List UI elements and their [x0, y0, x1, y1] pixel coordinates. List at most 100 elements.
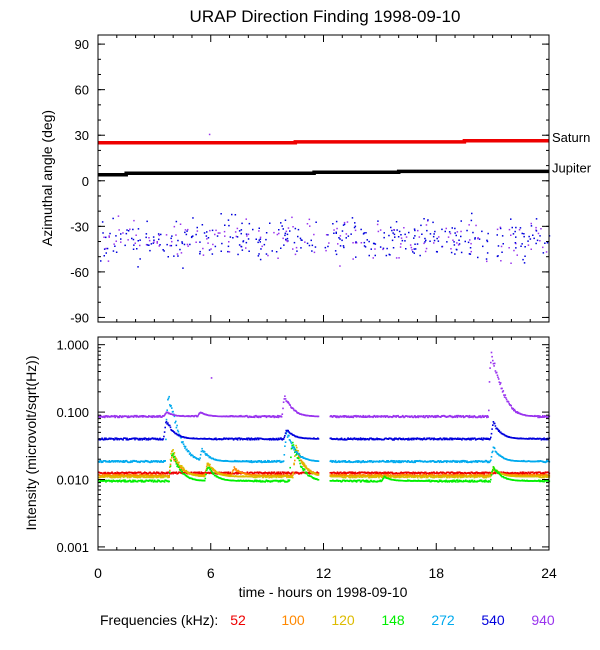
- intensity-point: [180, 466, 182, 469]
- intensity-point: [163, 481, 166, 483]
- intensity-point: [457, 472, 459, 475]
- intensity-point: [181, 470, 184, 473]
- azimuth-point: [522, 258, 524, 261]
- azimuth-point: [241, 222, 243, 225]
- intensity-point: [150, 472, 152, 474]
- intensity-point: [448, 481, 451, 483]
- chart-title: URAP Direction Finding 1998-09-10: [190, 7, 461, 26]
- intensity-point: [370, 473, 372, 475]
- azimuth-point: [112, 217, 114, 220]
- intensity-point: [229, 471, 232, 474]
- intensity-point: [103, 437, 106, 440]
- azimuth-point: [400, 234, 402, 236]
- intensity-point: [409, 474, 412, 476]
- intensity-point: [396, 474, 399, 476]
- intensity-point: [539, 471, 541, 474]
- intensity-point: [142, 416, 144, 418]
- azimuth-point: [469, 253, 472, 255]
- azimuth-point: [396, 229, 398, 231]
- intensity-point: [419, 475, 421, 478]
- intensity-point: [151, 416, 154, 419]
- intensity-point: [433, 471, 435, 474]
- intensity-point: [153, 480, 155, 483]
- intensity-point: [277, 471, 280, 473]
- azimuth-point: [284, 234, 286, 237]
- intensity-point: [491, 428, 493, 430]
- azimuth-point: [158, 238, 160, 241]
- intensity-point: [472, 475, 475, 478]
- intensity-point: [123, 479, 125, 481]
- intensity-point: [136, 480, 139, 483]
- intensity-point: [457, 476, 459, 479]
- intensity-point: [415, 438, 418, 441]
- intensity-point: [375, 471, 378, 473]
- azimuth-point: [508, 228, 511, 231]
- intensity-point: [301, 466, 303, 468]
- intensity-point: [426, 476, 429, 479]
- azimuth-point: [292, 226, 294, 228]
- intensity-point: [156, 437, 159, 440]
- intensity-point: [183, 468, 186, 471]
- azimuth-point: [544, 242, 546, 244]
- intensity-point: [151, 474, 153, 476]
- intensity-point: [163, 414, 166, 416]
- intensity-point: [465, 474, 468, 476]
- intensity-point: [287, 401, 289, 403]
- intensity-point: [286, 473, 289, 476]
- intensity-point: [413, 473, 416, 475]
- intensity-point: [107, 471, 109, 474]
- intensity-point: [351, 474, 353, 476]
- intensity-point: [183, 445, 186, 447]
- intensity-point: [144, 437, 147, 440]
- intensity-point: [286, 481, 289, 483]
- intensity-point: [401, 460, 404, 462]
- intensity-point: [105, 481, 107, 483]
- intensity-point: [190, 454, 192, 457]
- intensity-point: [297, 450, 299, 452]
- azimuth-point: [335, 220, 338, 223]
- azimuth-point: [438, 236, 440, 238]
- intensity-point: [542, 471, 545, 474]
- intensity-point: [196, 415, 199, 418]
- azimuth-point: [456, 231, 459, 233]
- intensity-point: [101, 461, 104, 463]
- intensity-point: [542, 476, 544, 479]
- azimuth-point: [195, 241, 197, 243]
- intensity-point: [297, 472, 299, 474]
- intensity-point: [369, 481, 371, 483]
- intensity-point: [182, 443, 185, 445]
- azimuth-point: [131, 237, 133, 240]
- azimuth-point: [352, 242, 354, 244]
- intensity-point: [198, 471, 201, 473]
- intensity-point: [419, 474, 421, 476]
- intensity-point: [290, 432, 293, 435]
- intensity-point: [377, 475, 380, 478]
- intensity-point: [142, 475, 144, 478]
- intensity-point: [98, 479, 100, 482]
- azimuth-point: [247, 233, 250, 236]
- intensity-point: [255, 476, 258, 479]
- azimuth-point: [510, 234, 512, 236]
- azimuth-point: [199, 253, 201, 255]
- azimuth-point: [199, 250, 201, 253]
- intensity-point: [357, 475, 360, 478]
- intensity-point: [347, 437, 349, 439]
- intensity-point: [269, 471, 271, 474]
- intensity-point: [429, 460, 432, 462]
- azimuth-point: [285, 238, 287, 241]
- azimuth-point: [486, 260, 488, 263]
- intensity-point: [273, 415, 275, 417]
- intensity-point: [387, 460, 389, 462]
- intensity-point: [449, 461, 451, 463]
- intensity-point: [110, 479, 113, 482]
- azimuth-point: [436, 237, 438, 240]
- intensity-point: [259, 461, 262, 463]
- intensity-point: [392, 460, 394, 462]
- intensity-point: [276, 471, 278, 474]
- intensity-point: [151, 415, 153, 417]
- intensity-point: [249, 438, 251, 440]
- intensity-point: [167, 471, 170, 474]
- intensity-point: [412, 475, 414, 477]
- azimuth-point: [306, 223, 309, 225]
- intensity-point: [538, 474, 541, 476]
